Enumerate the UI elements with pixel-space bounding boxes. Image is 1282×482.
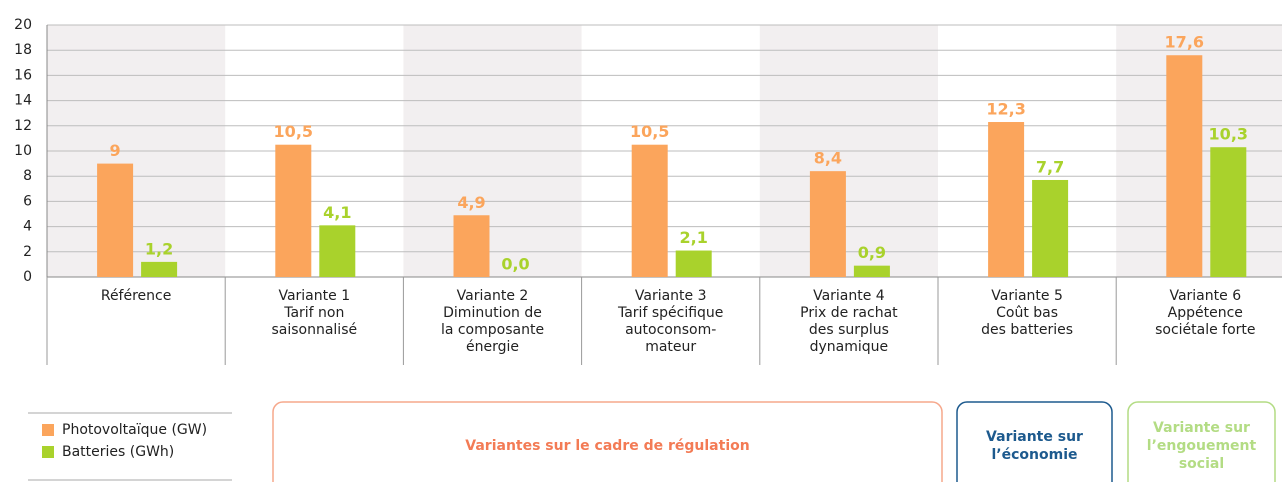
- value-label: 0,0: [501, 255, 529, 274]
- y-tick-label: 12: [14, 118, 32, 134]
- x-tick-label: sociétale forte: [1155, 322, 1255, 338]
- value-label: 10,5: [630, 122, 669, 141]
- bar: [853, 265, 890, 277]
- value-label: 7,7: [1036, 157, 1064, 176]
- bar: [275, 144, 312, 277]
- bar: [1032, 179, 1069, 277]
- x-tick-label: la composante: [441, 322, 544, 338]
- bar: [988, 122, 1025, 278]
- group-label: l’économie: [992, 447, 1078, 463]
- group-label: l’engouement: [1147, 438, 1257, 454]
- value-label: 12,3: [986, 100, 1025, 119]
- group-box: [272, 401, 943, 482]
- value-label: 8,4: [814, 149, 842, 168]
- y-tick-label: 10: [14, 143, 32, 159]
- value-label: 1,2: [145, 239, 173, 258]
- value-label: 17,6: [1165, 33, 1204, 52]
- legend-label: Photovoltaïque (GW): [62, 422, 207, 438]
- x-tick-label: Variante 3: [635, 288, 707, 304]
- y-tick-label: 14: [14, 93, 32, 109]
- y-tick-label: 2: [23, 244, 32, 260]
- x-tick-label: Variante 6: [1169, 288, 1241, 304]
- y-tick-label: 16: [14, 67, 32, 83]
- y-tick-label: 0: [23, 269, 32, 285]
- x-tick-label: des batteries: [981, 322, 1073, 338]
- y-tick-label: 4: [23, 219, 32, 235]
- value-label: 2,1: [680, 228, 708, 247]
- x-tick-label: Prix de rachat: [800, 305, 898, 321]
- x-tick-label: Tarif spécifique: [617, 305, 723, 321]
- value-label: 9: [110, 141, 121, 160]
- x-tick-label: Appétence: [1168, 305, 1243, 321]
- x-tick-label: Variante 4: [813, 288, 885, 304]
- group-box: [956, 401, 1113, 482]
- x-tick-label: Variante 1: [278, 288, 350, 304]
- bar: [675, 250, 712, 277]
- y-tick-label: 8: [23, 168, 32, 184]
- bar: [1166, 55, 1203, 277]
- x-tick-label: énergie: [466, 339, 519, 355]
- group-label: Variante sur: [1153, 420, 1250, 436]
- x-tick-label: Diminution de: [443, 305, 542, 321]
- value-label: 10,3: [1209, 125, 1248, 144]
- legend-label: Batteries (GWh): [62, 444, 174, 460]
- x-tick-label: des surplus: [809, 322, 889, 338]
- value-label: 10,5: [274, 122, 313, 141]
- x-tick-label: saisonnalisé: [271, 322, 357, 338]
- group-box: [1127, 401, 1276, 482]
- value-label: 0,9: [858, 243, 886, 262]
- group-label: Variante sur: [986, 429, 1083, 445]
- x-tick-label: Tarif non: [283, 305, 344, 321]
- y-tick-label: 18: [14, 42, 32, 58]
- bar: [1210, 147, 1247, 277]
- legend-swatch: [42, 424, 54, 436]
- bar: [97, 163, 134, 277]
- group-label: Variantes sur le cadre de régulation: [465, 438, 749, 454]
- bar: [141, 261, 178, 277]
- bar: [809, 171, 846, 277]
- group-label: social: [1179, 456, 1224, 472]
- bar: [631, 144, 668, 277]
- y-tick-label: 6: [23, 193, 32, 209]
- x-tick-label: Référence: [101, 288, 172, 304]
- x-tick-label: Variante 2: [457, 288, 529, 304]
- legend-swatch: [42, 446, 54, 458]
- x-tick-label: Coût bas: [996, 305, 1058, 321]
- bar: [319, 225, 356, 277]
- x-tick-label: mateur: [645, 339, 696, 355]
- x-tick-label: dynamique: [810, 339, 889, 355]
- y-tick-label: 20: [14, 17, 32, 33]
- bar: [453, 215, 490, 277]
- value-label: 4,9: [457, 193, 485, 212]
- x-tick-label: autoconsom-: [625, 322, 716, 338]
- value-label: 4,1: [323, 203, 351, 222]
- x-tick-label: Variante 5: [991, 288, 1063, 304]
